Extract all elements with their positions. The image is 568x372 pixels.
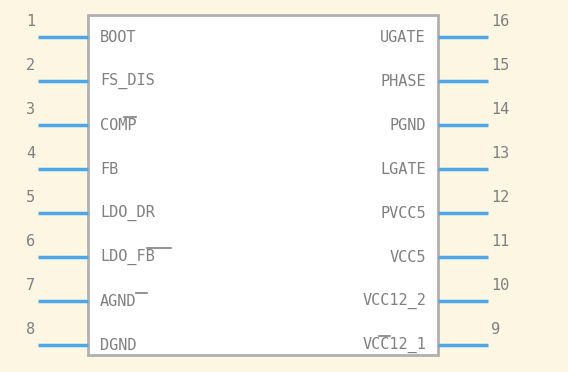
Text: 8: 8: [26, 322, 35, 337]
Text: VCC12_1: VCC12_1: [362, 337, 426, 353]
Text: UGATE: UGATE: [381, 29, 426, 45]
Text: PHASE: PHASE: [381, 74, 426, 89]
Text: 2: 2: [26, 58, 35, 73]
Text: 12: 12: [491, 190, 509, 205]
Text: VCC12_2: VCC12_2: [362, 293, 426, 309]
Text: LDO_FB: LDO_FB: [100, 249, 154, 265]
Text: 10: 10: [491, 278, 509, 293]
Text: DGND: DGND: [100, 337, 136, 353]
Text: LGATE: LGATE: [381, 161, 426, 176]
Text: 13: 13: [491, 146, 509, 161]
Text: 15: 15: [491, 58, 509, 73]
Text: 4: 4: [26, 146, 35, 161]
Text: 1: 1: [26, 14, 35, 29]
Text: 5: 5: [26, 190, 35, 205]
Text: AGND: AGND: [100, 294, 136, 308]
Text: FS_DIS: FS_DIS: [100, 73, 154, 89]
Text: PVCC5: PVCC5: [381, 205, 426, 221]
Bar: [88, 15, 438, 355]
Text: 7: 7: [26, 278, 35, 293]
Text: BOOT: BOOT: [100, 29, 136, 45]
Text: VCC5: VCC5: [390, 250, 426, 264]
Text: COMP: COMP: [100, 118, 136, 132]
Text: 14: 14: [491, 102, 509, 117]
Text: 16: 16: [491, 14, 509, 29]
Text: 11: 11: [491, 234, 509, 249]
Text: PGND: PGND: [390, 118, 426, 132]
Text: LDO_DR: LDO_DR: [100, 205, 154, 221]
Text: 9: 9: [491, 322, 500, 337]
Text: FB: FB: [100, 161, 118, 176]
Text: 6: 6: [26, 234, 35, 249]
Text: 3: 3: [26, 102, 35, 117]
